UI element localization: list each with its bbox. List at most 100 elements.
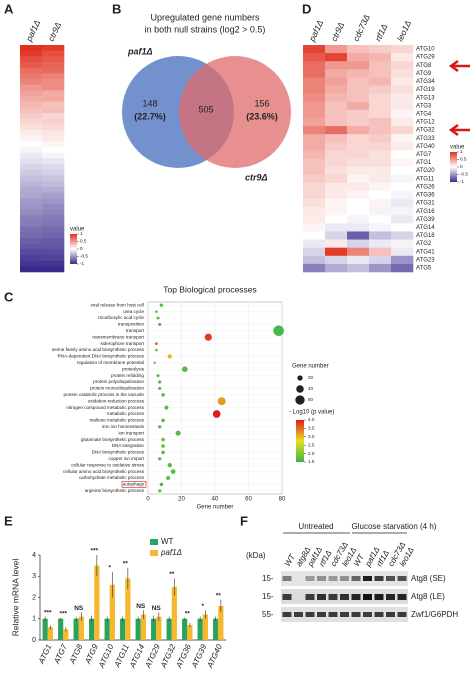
heatmap-cell bbox=[369, 263, 392, 273]
colorbar-tick-label: 1 bbox=[80, 231, 83, 236]
bar bbox=[140, 614, 146, 640]
colorbar-title: value bbox=[70, 227, 85, 233]
heatmap-cell bbox=[347, 126, 370, 135]
bar bbox=[135, 618, 141, 640]
row-label: ATG8 bbox=[416, 63, 432, 69]
row-label: ATG41 bbox=[416, 249, 435, 255]
x-tick-label: ATG8 bbox=[67, 642, 84, 666]
heatmap-cell bbox=[369, 255, 392, 265]
heatmap-cell bbox=[369, 85, 392, 94]
bar bbox=[78, 616, 84, 640]
heatmap-cell bbox=[20, 158, 43, 165]
heatmap-cell bbox=[42, 220, 65, 227]
heatmap-cell bbox=[369, 93, 392, 103]
heatmap-cell bbox=[391, 85, 414, 94]
dot bbox=[170, 469, 176, 474]
heatmap-cell bbox=[347, 239, 370, 248]
heatmap-cell bbox=[20, 135, 43, 142]
heatmap-cell bbox=[347, 158, 370, 167]
heatmap-cell bbox=[347, 247, 370, 257]
heatmap-cell bbox=[369, 69, 392, 78]
colorbar-tick-label: 0 bbox=[460, 164, 463, 169]
dot bbox=[158, 322, 162, 326]
heatmap-cell bbox=[391, 166, 414, 176]
heatmap-cell bbox=[369, 53, 392, 62]
group-label: Untreated bbox=[298, 522, 333, 531]
column-label: paf1Δ bbox=[306, 18, 325, 44]
heatmap-cell bbox=[325, 223, 348, 232]
y-tick-label: proteolysis bbox=[122, 366, 145, 371]
row-label: ATG29 bbox=[416, 55, 435, 61]
y-tick-label: nitrogen compound metabolic process bbox=[66, 405, 144, 410]
heatmap-cell bbox=[303, 150, 326, 159]
legend-label: 20 bbox=[308, 375, 314, 380]
heatmap-cell bbox=[42, 254, 65, 261]
heatmap-cell bbox=[42, 107, 65, 114]
dot bbox=[153, 361, 156, 364]
row-label: ATG32 bbox=[416, 128, 435, 134]
heatmap-cell bbox=[42, 169, 65, 176]
heatmap-cell bbox=[20, 67, 43, 74]
dot bbox=[158, 425, 162, 429]
y-tick-label: cellular response to oxidative stress bbox=[71, 462, 144, 467]
venn-percent: (22.7%) bbox=[134, 111, 166, 121]
heatmap-cell bbox=[20, 181, 43, 188]
heatmap-cell bbox=[325, 101, 348, 111]
legend-dot bbox=[295, 395, 305, 405]
heatmap-cell bbox=[325, 174, 348, 184]
x-tick-label: 0 bbox=[146, 497, 150, 503]
panel-label: B bbox=[112, 1, 121, 16]
heatmap-cell bbox=[391, 126, 414, 135]
row-label: ATG4 bbox=[416, 111, 432, 117]
heatmap-cell bbox=[347, 190, 370, 200]
heatmap-cell bbox=[20, 152, 43, 159]
heatmap-cell bbox=[347, 166, 370, 176]
heatmap-cell bbox=[369, 45, 392, 54]
blot-image bbox=[281, 571, 408, 622]
heatmap-cell bbox=[20, 118, 43, 125]
dot bbox=[273, 325, 284, 337]
heatmap-cell bbox=[42, 266, 65, 273]
x-tick-label: 20 bbox=[178, 497, 185, 503]
heatmap-cell bbox=[347, 45, 370, 54]
heatmap-cell bbox=[391, 190, 414, 200]
heatmap-cell bbox=[303, 85, 326, 94]
column-label: rtf1Δ bbox=[373, 22, 390, 43]
panel-label: F bbox=[240, 513, 248, 528]
significance: *** bbox=[44, 609, 52, 616]
y-tick-label: cellular amino acid biosynthetic process bbox=[63, 469, 145, 474]
heatmap-cell bbox=[303, 45, 326, 54]
colorbar-tick-label: 0.5 bbox=[460, 157, 467, 162]
dot bbox=[175, 430, 181, 436]
heatmap-cell bbox=[369, 223, 392, 232]
significance: * bbox=[108, 565, 111, 572]
heatmap-cell bbox=[20, 192, 43, 199]
y-tick-label: metabolic process bbox=[107, 411, 145, 416]
heatmap-cell bbox=[42, 101, 65, 108]
row-label: ATG11 bbox=[416, 176, 435, 182]
venn-count: 148 bbox=[142, 98, 157, 108]
legend-label: paf1Δ bbox=[160, 548, 182, 557]
heatmap-cell bbox=[369, 247, 392, 257]
heatmap-cell bbox=[347, 117, 370, 127]
row-label: ATG31 bbox=[416, 201, 435, 207]
heatmap-cell bbox=[303, 239, 326, 248]
row-label: ATG34 bbox=[416, 79, 435, 85]
heatmap-cell bbox=[42, 130, 65, 137]
heatmap-cell bbox=[42, 62, 65, 68]
bar bbox=[120, 618, 126, 640]
y-tick-label: 0 bbox=[32, 637, 36, 644]
y-tick-label: autophagy bbox=[123, 482, 145, 487]
heatmap-cell bbox=[303, 190, 326, 200]
heatmap-cell bbox=[303, 142, 326, 151]
colorbar bbox=[70, 234, 77, 264]
dot bbox=[161, 450, 165, 455]
heatmap-cell bbox=[20, 209, 43, 216]
bar bbox=[166, 618, 172, 640]
bar bbox=[58, 618, 64, 640]
dot bbox=[182, 366, 188, 373]
lane-label: WT bbox=[283, 552, 298, 568]
heatmap-cell bbox=[347, 93, 370, 103]
y-tick-label: 2 bbox=[32, 594, 36, 601]
heatmap-cell bbox=[347, 134, 370, 143]
